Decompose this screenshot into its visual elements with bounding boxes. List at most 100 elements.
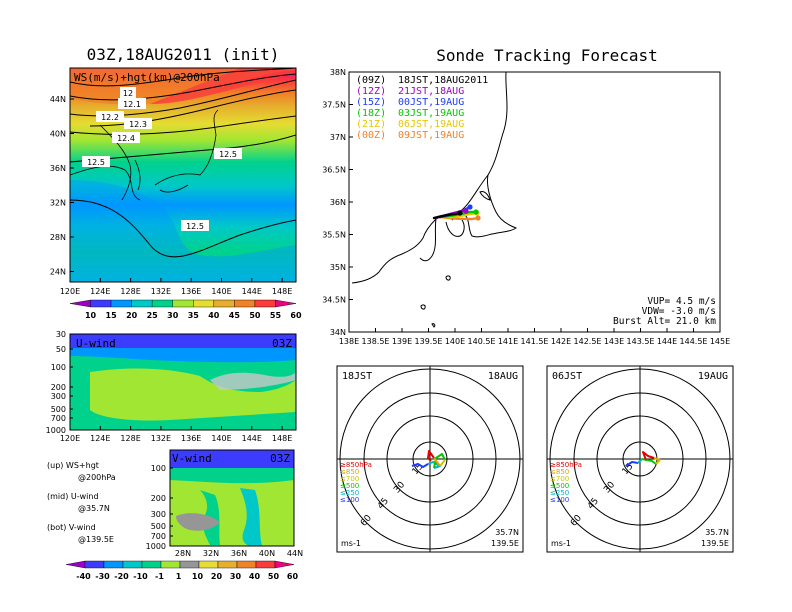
colorbar-swatch <box>179 560 200 569</box>
legend-line: (mid) U-wind <box>47 492 99 501</box>
colorbar-label: 30 <box>167 311 179 320</box>
legend-utc: (21Z) <box>356 119 386 130</box>
hodograph-date: 18AUG <box>488 371 518 382</box>
pressure-tick-label: 300 <box>151 510 166 519</box>
contour-label-box <box>120 87 136 98</box>
v-wind-upper <box>170 468 294 484</box>
lat-tick-label: 37.5N <box>322 101 346 110</box>
legend-jst: 03JST,19AUG <box>398 108 464 119</box>
lat-tick-label: 37N <box>330 133 346 142</box>
hodograph-date: 19AUG <box>698 371 728 382</box>
coastline-japan <box>154 109 219 193</box>
pressure-tick-label: 500 <box>151 522 166 531</box>
panel-legend: (up) WS+hgt @200hPa (mid) U-wind @35.7N (bot… <box>47 461 116 544</box>
left-map-lat-axis: 44N 40N 36N 32N 28N 24N <box>50 95 74 277</box>
contour-label: 12.5 <box>87 158 105 167</box>
contour-label-box <box>124 118 152 129</box>
hodograph-lat: 35.7N <box>705 528 729 537</box>
lon-tick-label: 120E <box>60 287 80 296</box>
pressure-tick-label: 1000 <box>146 542 166 551</box>
colorbar-swatch <box>254 299 276 308</box>
forecast-param: VDW= -3.0 m/s <box>642 306 716 317</box>
hodograph-level-label: ≤500 <box>340 482 359 490</box>
colorbar-swatch <box>217 560 238 569</box>
u-wind-lon-axis: 120E 124E 128E 132E 136E 140E 144E 148E <box>60 426 292 443</box>
contour-12.1 <box>70 73 296 101</box>
lon-tick-label: 139.5E <box>415 337 443 346</box>
contour-label: 12.1 <box>123 100 141 109</box>
colorbar-label: 30 <box>230 572 242 581</box>
u-wind-calm <box>210 372 296 390</box>
legend-jst: 09JST,19AUG <box>398 130 464 141</box>
legend-utc: (00Z) <box>356 130 386 141</box>
lon-tick-label: 136E <box>181 434 201 443</box>
colorbar-swatch <box>90 299 112 308</box>
contour-label-box <box>82 156 110 167</box>
contour-label-box <box>112 132 140 143</box>
hodograph-level-label: ≥850hPa <box>340 461 372 469</box>
lon-tick-label: 136E <box>181 287 201 296</box>
hodograph-trace <box>433 457 441 467</box>
contour-label-box <box>96 111 124 122</box>
left-map-title: 03Z,18AUG2011 (init) <box>87 45 280 64</box>
hodograph-18jst: 18JST 18AUG 35.7N 139.5E ms-1 ≥850hPa≤850≤700… <box>336 365 524 553</box>
v-wind-calm <box>176 513 220 531</box>
hodograph-level-label: ≤100 <box>550 496 569 504</box>
hodograph-trace <box>653 457 661 461</box>
colorbar-swatch <box>236 560 257 569</box>
colorbar-swatch <box>65 560 86 569</box>
lake-kasumigaura <box>479 191 491 201</box>
contour-12.3 <box>89 89 296 127</box>
sonde-trajectories <box>432 205 480 221</box>
wind-component-colorbar: -40 -30 -20 -10 -1 1 10 20 30 40 50 60 <box>65 560 298 581</box>
contour-12.5b <box>70 199 296 258</box>
forecast-legend: (09Z) 18JST,18AUG2011 (12Z) 21JST,18AUG (15Z… <box>356 75 488 141</box>
colorbar-label: -1 <box>155 572 164 581</box>
contour-label-box <box>181 220 209 231</box>
island-small-1 <box>420 304 426 310</box>
legend-utc: (18Z) <box>356 108 386 119</box>
hodograph-level-label: ≤250 <box>550 489 569 497</box>
hodograph-trace <box>427 461 441 469</box>
colorbar-swatch <box>213 299 235 308</box>
pressure-tick-label: 500 <box>51 405 66 414</box>
colorbar-swatch <box>193 299 215 308</box>
pressure-tick-label: 300 <box>51 392 66 401</box>
colorbar-label: -20 <box>114 572 129 581</box>
hodograph-level-label: ≤700 <box>340 475 359 483</box>
lat-tick-label: 40N <box>259 549 275 558</box>
endpoint-15z <box>467 204 473 210</box>
lon-tick-label: 140.5E <box>468 337 496 346</box>
endpoint-09z <box>457 210 463 216</box>
lon-tick-label: 124E <box>90 434 110 443</box>
colorbar-swatch <box>151 299 173 308</box>
contour-label: 12.2 <box>101 113 119 122</box>
pressure-tick-label: 700 <box>151 532 166 541</box>
v-wind-lat-axis: 28N 32N 36N 40N 44N <box>175 549 303 558</box>
hodograph-unit: ms-1 <box>551 539 571 548</box>
colorbar-swatch <box>255 560 276 569</box>
lat-tick-label: 38N <box>330 68 346 77</box>
colorbar-label: -10 <box>133 572 148 581</box>
lat-tick-label: 32N <box>203 549 219 558</box>
lat-tick-label: 36N <box>50 164 66 173</box>
island-small-2 <box>431 323 436 328</box>
lon-tick-label: 138.5E <box>362 337 390 346</box>
colorbar-swatch <box>234 299 256 308</box>
lon-tick-label: 144E <box>242 434 262 443</box>
lon-tick-label: 120E <box>60 434 80 443</box>
lon-tick-label: 128E <box>120 287 140 296</box>
hodograph-unit: ms-1 <box>341 539 361 548</box>
pressure-tick-label: 50 <box>56 345 66 354</box>
endpoint-12z <box>463 208 469 214</box>
left-map-panel: WS(m/s)+hgt(km)@200hPa 12 12.1 12.2 12.3 12.… <box>50 67 297 296</box>
hodograph-time: 18JST <box>342 371 372 382</box>
colorbar-swatch <box>274 560 295 569</box>
hodograph-trace <box>433 453 446 469</box>
lat-tick-label: 36N <box>231 549 247 558</box>
lon-tick-label: 141E <box>498 337 518 346</box>
lon-tick-label: 132E <box>151 287 171 296</box>
